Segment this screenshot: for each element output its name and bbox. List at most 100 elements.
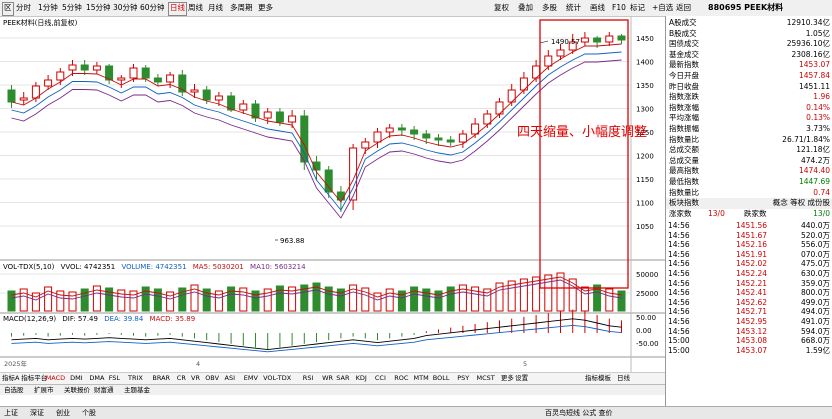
bottom-tab[interactable]: 自选股	[4, 386, 24, 394]
indicator-tab[interactable]: MTM	[413, 374, 429, 382]
indicator-tab[interactable]: KDJ	[355, 374, 367, 382]
bottom-tab[interactable]: 财富通	[94, 386, 114, 394]
quote-stat-value: 1474.40	[798, 166, 830, 176]
volume-vvol: VVOL: 4742351	[60, 263, 116, 271]
tick-time: 14:56	[668, 269, 690, 278]
indicator-tab[interactable]: WR	[322, 374, 334, 382]
volume-bar	[495, 282, 504, 312]
toolbar-period-1min[interactable]: 1分钟	[38, 3, 58, 12]
volume-bar	[31, 292, 40, 312]
volume-ma10: MA10: 5603214	[250, 263, 306, 271]
toolbar-period-weekly[interactable]: 周线	[188, 3, 203, 12]
indicator-tab[interactable]: 设置	[515, 374, 529, 382]
volume-bar	[214, 290, 223, 312]
indicator-tab-right[interactable]: 指标模板	[585, 374, 611, 382]
sector-panel-tabs[interactable]: 概念 等权 成份股	[772, 198, 830, 207]
indicator-tab[interactable]: RSI	[302, 374, 314, 382]
toolbar-multi-stock[interactable]: 多股	[542, 3, 557, 12]
indicator-tab[interactable]: CCI	[374, 374, 386, 382]
toolbar-add-watchlist[interactable]: +自选	[652, 3, 674, 12]
tick-time: 14:56	[668, 249, 690, 259]
status-item-cyb[interactable]: 创业	[56, 409, 70, 417]
toolbar-period-intraday[interactable]: 分时	[16, 3, 31, 12]
indicator-tab[interactable]: CR	[176, 374, 186, 382]
volume-bar	[166, 291, 175, 312]
toolbar-period-15min[interactable]: 15分钟	[86, 3, 111, 12]
indicator-tab[interactable]: TRIX	[128, 374, 143, 382]
indicator-tab-right[interactable]: 日线	[617, 374, 630, 382]
sector-panel-title: 板块指数	[669, 198, 699, 207]
tick-time: 15:00	[668, 336, 690, 346]
status-bar: 上证 深证 创业 个股 百灵鸟短线 公式 查价	[0, 406, 832, 419]
indicator-tab[interactable]: 指标A	[2, 374, 20, 382]
tick-volume: 594.0万	[801, 326, 830, 336]
indicator-tab[interactable]: ROC	[394, 374, 409, 382]
toolbar-back[interactable]: 返回	[676, 3, 691, 12]
volume-bar	[300, 284, 309, 312]
indicator-tab[interactable]: BOLL	[432, 374, 450, 382]
indicator-tab[interactable]: VR	[191, 374, 200, 382]
toolbar-period-5min[interactable]: 5分钟	[62, 3, 82, 12]
indicator-tab[interactable]: FSL	[108, 374, 121, 382]
toolbar-more[interactable]: 更多	[258, 3, 273, 12]
toolbar-stats[interactable]: 统计	[566, 3, 581, 12]
quote-stat-label: 昨日收盘	[669, 81, 699, 91]
toolbar-overlay[interactable]: 叠加	[518, 3, 533, 12]
indicator-tab[interactable]: VOL-TDX	[263, 374, 292, 382]
toolbar-item-0[interactable]: 区	[2, 2, 14, 16]
bottom-tab[interactable]: 主题基金	[124, 386, 150, 394]
quote-stat-row: 指数量比 26.71/1.84%	[666, 135, 832, 146]
tick-row: 14:56 1452.21 359.0万	[666, 279, 832, 289]
volume-bar	[190, 284, 199, 312]
candle-body	[214, 95, 223, 101]
toolbar-mark[interactable]: 标记	[630, 3, 645, 12]
indicator-tab[interactable]: MCST	[476, 374, 495, 382]
bottom-tab[interactable]: 扩展市	[34, 386, 54, 394]
volume-bar	[446, 286, 455, 312]
tick-volume: 494.0万	[801, 307, 830, 317]
status-item-sh[interactable]: 上证	[4, 409, 18, 417]
volume-bar	[19, 288, 28, 312]
toolbar-period-60min[interactable]: 60分钟	[140, 3, 165, 12]
indicator-tab[interactable]: DMI	[70, 374, 83, 382]
toolbar-multi-period[interactable]: 多周期	[230, 3, 253, 12]
volume-bar	[519, 278, 528, 312]
quote-stat-value: 3.73%	[806, 124, 830, 133]
quote-stat-value: 2308.16亿	[791, 49, 830, 59]
indicator-tab[interactable]: 更多	[500, 374, 514, 382]
toolbar-period-daily[interactable]: 日线	[168, 2, 187, 16]
toolbar-f10[interactable]: F10	[612, 3, 626, 12]
tick-volume: 499.0万	[801, 297, 830, 307]
indicator-tab[interactable]: DMA	[89, 374, 105, 382]
toolbar-period-30min[interactable]: 30分钟	[113, 3, 138, 12]
bottom-tab[interactable]: 关联报价	[64, 386, 90, 394]
indicator-tab[interactable]: SAR	[336, 374, 350, 382]
quote-stat-label: 指数涨跌	[669, 92, 699, 102]
indicator-tab[interactable]: ASI	[224, 374, 236, 382]
toolbar-adjust[interactable]: 复权	[494, 3, 509, 12]
tick-row: 14:56 1452.41 800.0万	[666, 288, 832, 298]
quote-stat-value: 12910.34亿	[786, 18, 830, 27]
indicator-tab[interactable]: PSY	[457, 374, 470, 382]
candle-body	[92, 65, 101, 71]
quote-stat-label: 指数量比	[669, 187, 699, 197]
toolbar-period-monthly[interactable]: 月线	[208, 3, 223, 12]
indicator-tab[interactable]: BRAR	[152, 374, 171, 382]
candle-body	[312, 161, 321, 171]
kline-chart-area[interactable]: 1450 1400 1350 1300 1250 1200 1150 1100 1050 149…	[0, 16, 665, 384]
quote-stat-value: 1447.69	[798, 177, 830, 186]
status-item-sz[interactable]: 深证	[30, 409, 44, 417]
sector-panel-header: 板块指数 概念 等权 成份股	[666, 198, 832, 209]
volume-bar	[288, 286, 297, 312]
volume-ma-line	[11, 279, 622, 301]
indicator-tab[interactable]: MACD	[45, 374, 66, 382]
toolbar-draw[interactable]: 画线	[590, 3, 605, 12]
price-chart-title: PEEK材料(日线,前复权)	[3, 19, 78, 27]
status-item-stock[interactable]: 个股	[82, 409, 96, 417]
tick-price: 1452.02	[736, 259, 768, 269]
volume-bar	[507, 280, 516, 312]
indicator-tab[interactable]: 指标平台	[21, 374, 48, 382]
indicator-tab[interactable]: EMV	[243, 374, 258, 382]
indicator-tab[interactable]: OBV	[205, 374, 220, 382]
tick-price: 1452.71	[736, 307, 768, 317]
